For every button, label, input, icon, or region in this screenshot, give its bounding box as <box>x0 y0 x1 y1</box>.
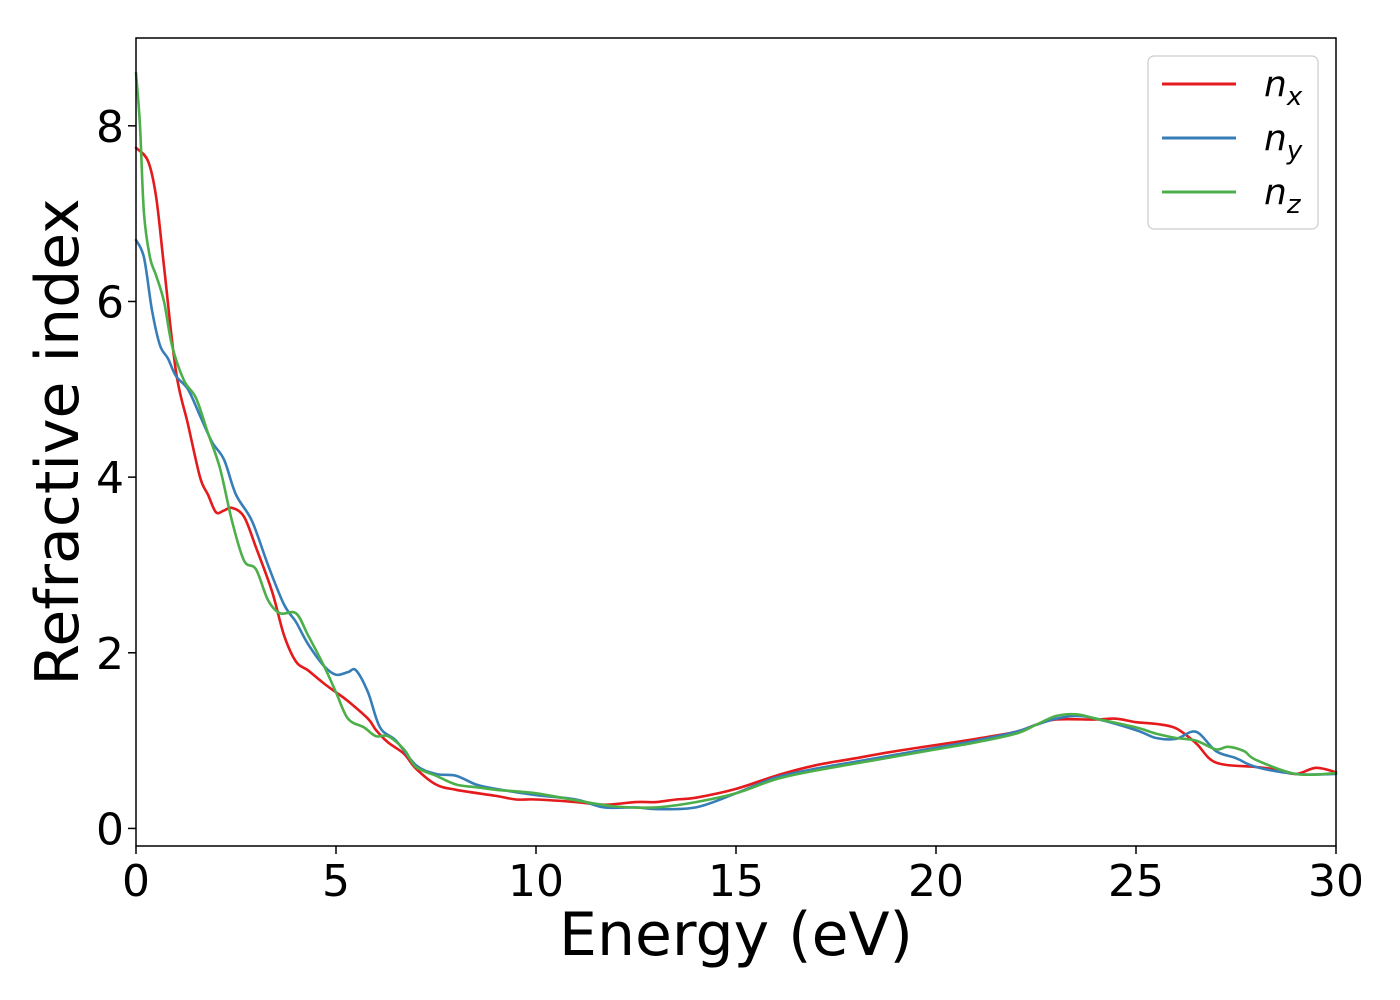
y-tick-label: 8 <box>96 102 124 153</box>
x-tick-label: 15 <box>708 856 764 907</box>
x-tick-label: 0 <box>122 856 150 907</box>
y-tick-label: 4 <box>96 453 124 504</box>
y-axis-ticks: 0 2 4 6 8 <box>96 102 136 855</box>
y-axis-title: Refractive index <box>23 198 93 685</box>
x-tick-label: 10 <box>508 856 564 907</box>
series-line-z <box>134 71 1338 810</box>
x-tick-label: 20 <box>908 856 964 907</box>
x-axis-ticks: 0 5 10 15 20 25 30 <box>122 846 1364 907</box>
x-tick-label: 30 <box>1308 856 1364 907</box>
legend-label-y: ny <box>1264 118 1303 166</box>
legend-box <box>1147 55 1319 230</box>
y-tick-label: 2 <box>96 629 124 680</box>
x-axis-title: Energy (eV) <box>559 900 913 970</box>
y-tick-label: 0 <box>96 804 124 855</box>
series-line-x <box>134 146 1338 806</box>
x-tick-label: 5 <box>322 856 350 907</box>
y-tick-label: 6 <box>96 277 124 328</box>
series-layer <box>134 71 1338 811</box>
legend-label-x: nx <box>1264 64 1303 112</box>
legend: nx ny nz <box>1147 55 1319 230</box>
x-tick-label: 25 <box>1108 856 1164 907</box>
plot-background <box>136 38 1336 846</box>
legend-label-z: nz <box>1264 172 1302 220</box>
